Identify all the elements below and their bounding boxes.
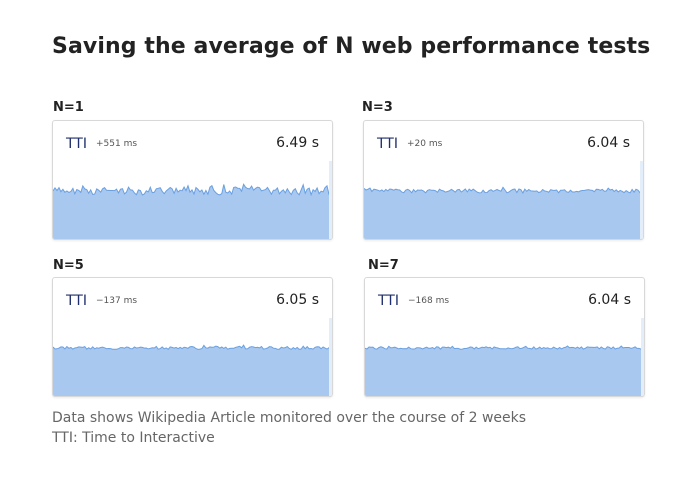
chart-card-n3: TTI +20 ms 6.04 s: [363, 120, 644, 240]
sparkline-chart: [364, 161, 643, 239]
sparkline-area: [365, 346, 643, 396]
sparkline-area: [364, 187, 642, 239]
panel-label-n3: N=3: [362, 100, 393, 115]
sparkline-line: [364, 186, 643, 195]
chart-card-n5: TTI −137 ms 6.05 s: [52, 277, 333, 397]
sparkline-area: [53, 345, 331, 396]
chart-card-n7: TTI −168 ms 6.04 s: [364, 277, 645, 397]
metric-delta: −137 ms: [96, 296, 138, 306]
sparkline-chart: [365, 318, 644, 396]
footnote-definition: TTI: Time to Interactive: [52, 430, 215, 446]
panel-label-n7: N=7: [368, 258, 399, 273]
latest-marker: [329, 161, 332, 239]
sparkline-chart: [53, 318, 332, 396]
metric-delta: +551 ms: [96, 139, 138, 149]
metric-value: 6.49 s: [276, 135, 319, 151]
page-title: Saving the average of N web performance …: [52, 34, 651, 59]
metric-label: TTI: [66, 293, 87, 309]
sparkline-chart: [53, 161, 332, 239]
panel-label-n1: N=1: [53, 100, 84, 115]
sparkline-area: [53, 184, 331, 239]
metric-value: 6.04 s: [588, 292, 631, 308]
metric-label: TTI: [377, 136, 398, 152]
panel-label-n5: N=5: [53, 258, 84, 273]
metric-value: 6.04 s: [587, 135, 630, 151]
latest-marker: [641, 318, 644, 396]
sparkline-line: [365, 345, 644, 350]
metric-label: TTI: [66, 136, 87, 152]
metric-delta: +20 ms: [407, 139, 443, 149]
latest-marker: [640, 161, 643, 239]
sparkline-line: [53, 183, 332, 197]
metric-label: TTI: [378, 293, 399, 309]
latest-marker: [329, 318, 332, 396]
sparkline-line: [53, 344, 332, 350]
footnote-source: Data shows Wikipedia Article monitored o…: [52, 410, 527, 426]
metric-value: 6.05 s: [276, 292, 319, 308]
metric-delta: −168 ms: [408, 296, 450, 306]
chart-card-n1: TTI +551 ms 6.49 s: [52, 120, 333, 240]
